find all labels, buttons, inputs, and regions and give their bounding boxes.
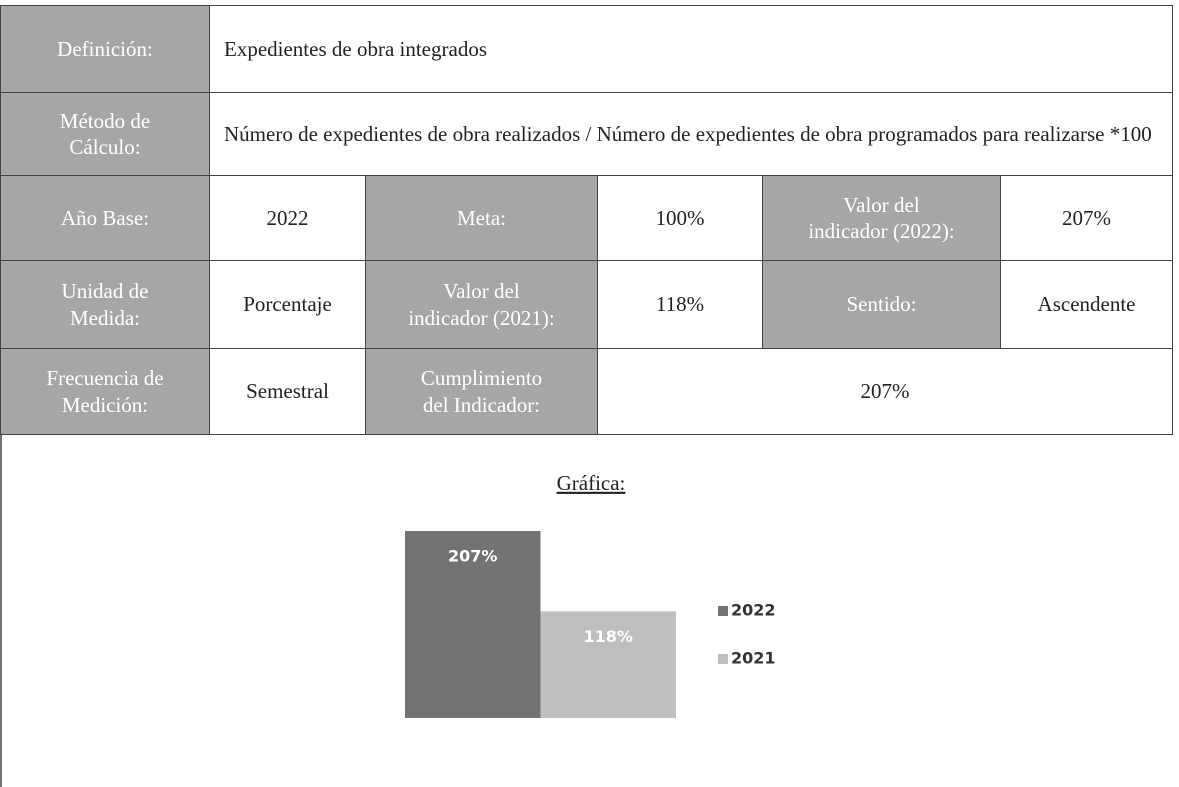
data-label: 118%	[584, 627, 633, 646]
indicator-table: Definición: Expedientes de obra integrado…	[0, 5, 1174, 435]
label-cell: Definición:	[0, 5, 210, 93]
value-cell: Expedientes de obra integrados	[208, 5, 1174, 93]
chart: Gráfica: 207% 2022 118% 2021	[0, 434, 776, 787]
label-cell: Valor del indicador (2022):	[762, 175, 1001, 261]
legend-swatch	[718, 606, 728, 616]
value-cell: 207%	[999, 175, 1174, 261]
bar	[405, 531, 541, 718]
label-cell: Valor del indicador (2021):	[365, 260, 598, 349]
value-cell: Ascendente	[999, 260, 1174, 349]
label-cell: Cumplimiento del Indicador:	[365, 348, 598, 435]
bar	[540, 611, 676, 718]
chart-title: Gráfica:	[557, 471, 626, 495]
value-cell: Número de expedientes de obra realizados…	[208, 92, 1174, 176]
value-cell: 118%	[597, 260, 763, 349]
legend-label: 2022	[731, 601, 776, 620]
label-cell: Sentido:	[762, 260, 1001, 349]
legend-swatch	[718, 654, 728, 664]
value-cell: Semestral	[209, 348, 366, 435]
label-cell: Unidad de Medida:	[0, 260, 210, 349]
data-label: 207%	[448, 547, 497, 566]
label-cell: Meta:	[365, 175, 598, 261]
value-cell: 2022	[209, 175, 366, 261]
label-cell: Año Base:	[0, 175, 210, 261]
value-cell: 100%	[597, 175, 763, 261]
value-cell: 207%	[596, 348, 1174, 435]
label-cell: Método de Cálculo:	[0, 92, 210, 176]
legend-label: 2021	[731, 649, 776, 668]
label-cell: Frecuencia de Medición:	[0, 348, 210, 435]
value-cell: Porcentaje	[209, 260, 366, 349]
